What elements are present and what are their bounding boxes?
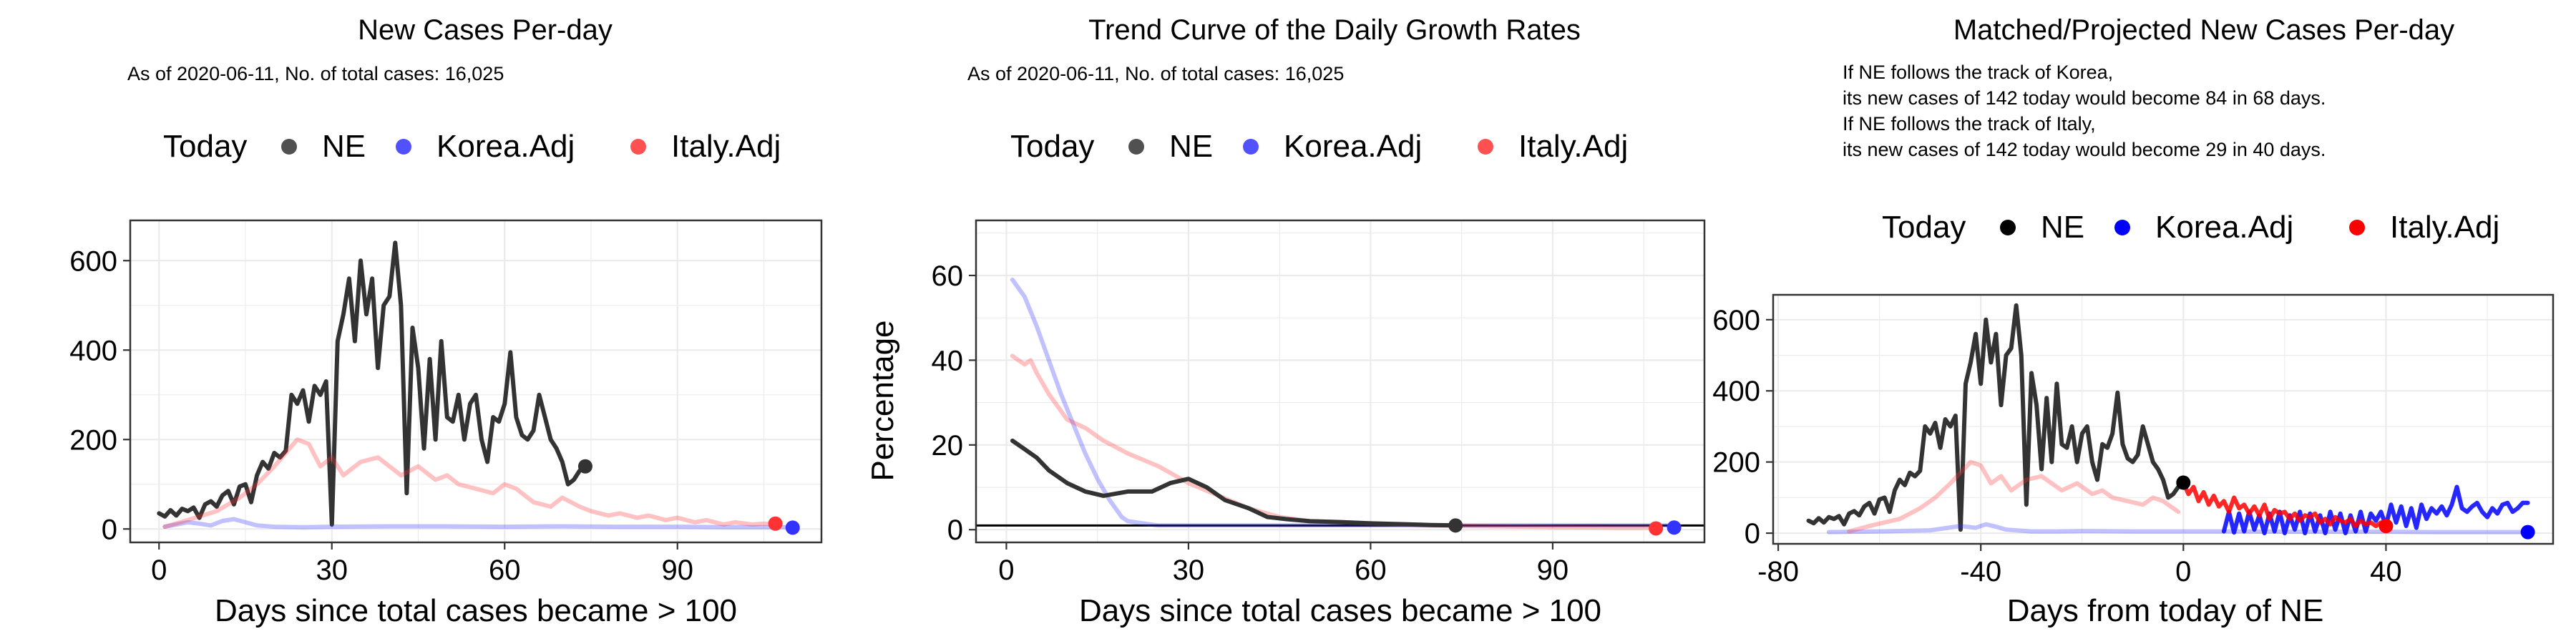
series-line-0 — [157, 240, 587, 527]
legend-key-1 — [396, 139, 411, 155]
series-marker-1 — [1649, 521, 1664, 536]
x-tick-label: 60 — [489, 555, 521, 586]
series-line-4 — [2181, 480, 2389, 529]
legend-key-0 — [281, 139, 297, 155]
chart-title: Matched/Projected New Cases Per-day — [1953, 14, 2454, 46]
x-tick-label: 30 — [316, 555, 348, 586]
chart-title: New Cases Per-day — [358, 14, 613, 46]
series-marker-1 — [785, 520, 800, 535]
series-marker-0 — [577, 459, 592, 474]
chart-subtitle: If NE follows the track of Italy, — [1843, 113, 2096, 135]
x-tick-label: 90 — [662, 555, 694, 586]
plot-border — [975, 219, 1706, 544]
x-axis-label: Days since total cases became > 100 — [215, 593, 737, 628]
legend-title: Today — [1882, 210, 1966, 245]
series-line-0 — [1806, 303, 2186, 532]
y-axis-label: Percentage — [865, 320, 900, 481]
y-tick-label: 400 — [1712, 376, 1760, 407]
x-tick-label: -40 — [1960, 556, 2001, 587]
plot-panel — [129, 219, 823, 544]
plot-background — [1773, 295, 2553, 544]
y-tick-label: 600 — [1712, 305, 1760, 336]
series-line-1 — [162, 517, 795, 530]
plot-background — [976, 220, 1704, 542]
series-line-2 — [1010, 438, 1458, 528]
x-tick-label: 60 — [1355, 555, 1387, 586]
legend-key-2 — [630, 139, 646, 155]
legend-key-0 — [2000, 220, 2016, 235]
chart-title: Trend Curve of the Daily Growth Rates — [1088, 14, 1581, 46]
legend-label: NE — [1169, 129, 1213, 164]
plot-border — [1772, 293, 2555, 545]
chart-subtitle: its new cases of 142 today would become … — [1843, 139, 2326, 160]
chart-subtitle: its new cases of 142 today would become … — [1843, 87, 2326, 109]
x-tick-label: -80 — [1757, 556, 1799, 587]
legend-key-2 — [1478, 139, 1493, 155]
y-tick-label: 0 — [1745, 518, 1760, 550]
legend-label: Italy.Adj — [1518, 129, 1628, 164]
series-line-2 — [162, 437, 778, 530]
chart-1: New Cases Per-day As of 2020-06-11, No. o… — [69, 14, 823, 628]
x-tick-label: 0 — [998, 555, 1014, 586]
series-marker-2 — [768, 516, 783, 531]
x-axis-label: Days since total cases became > 100 — [1079, 593, 1601, 628]
chart-subtitle: As of 2020-06-11, No. of total cases: 16… — [127, 63, 504, 84]
y-tick-label: 60 — [932, 260, 964, 292]
y-tick-label: 0 — [102, 514, 117, 545]
y-tick-label: 20 — [932, 430, 964, 462]
legend-key-1 — [1243, 139, 1259, 155]
legend-label: Italy.Adj — [671, 129, 781, 164]
series-marker-2 — [1448, 518, 1463, 533]
series-line-3 — [2221, 484, 2530, 536]
series-line-2 — [1847, 459, 2181, 534]
plot-border — [129, 219, 823, 544]
x-tick-label: 0 — [151, 555, 167, 586]
legend-label: Korea.Adj — [436, 129, 575, 164]
series-line-1 — [1826, 522, 2530, 535]
y-tick-label: 40 — [932, 345, 964, 376]
y-tick-label: 600 — [69, 245, 117, 277]
legend-label: Korea.Adj — [1284, 129, 1422, 164]
x-tick-label: 90 — [1537, 555, 1569, 586]
series-marker-0 — [2176, 475, 2191, 490]
chart-3: Matched/Projected New Cases Per-day If NE… — [1712, 14, 2555, 628]
legend-label: NE — [2041, 210, 2084, 245]
y-tick-label: 200 — [1712, 447, 1760, 479]
chart-subtitle: As of 2020-06-11, No. of total cases: 16… — [967, 63, 1344, 84]
chart-2: Trend Curve of the Daily Growth Rates As … — [865, 14, 1706, 628]
y-tick-label: 200 — [69, 424, 117, 456]
plot-background — [130, 220, 821, 542]
x-tick-label: 40 — [2370, 556, 2402, 587]
legend-title: Today — [163, 129, 247, 164]
series-line-0 — [1010, 277, 1677, 528]
legend-label: NE — [322, 129, 366, 164]
x-axis-label: Days from today of NE — [2007, 593, 2324, 628]
y-tick-label: 400 — [69, 335, 117, 366]
legend-title: Today — [1010, 129, 1094, 164]
legend-label: Italy.Adj — [2390, 210, 2499, 245]
x-tick-label: 30 — [1173, 555, 1205, 586]
plot-panel — [1772, 293, 2555, 545]
plot-panel — [975, 219, 1706, 544]
series-marker-4 — [2379, 519, 2394, 534]
y-tick-label: 0 — [947, 514, 963, 546]
extra-marker-0 — [2520, 525, 2535, 540]
legend-key-0 — [1128, 139, 1144, 155]
chart-subtitle: If NE follows the track of Korea, — [1843, 62, 2113, 83]
x-tick-label: 0 — [2175, 556, 2191, 587]
series-marker-0 — [1667, 520, 1682, 535]
legend-label: Korea.Adj — [2155, 210, 2293, 245]
legend-key-2 — [2349, 220, 2365, 235]
legend-key-1 — [2114, 220, 2130, 235]
